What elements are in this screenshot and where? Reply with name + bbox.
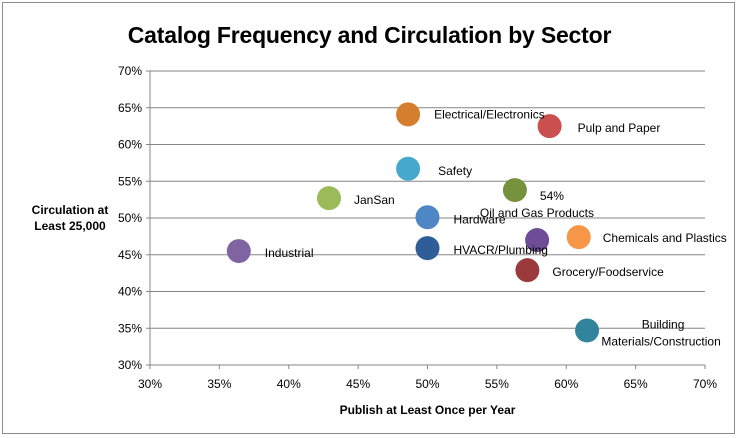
y-tick-label: 55%	[118, 174, 142, 188]
point-label: Hardware	[454, 212, 506, 226]
point-label: Chemicals and Plastics	[603, 231, 727, 245]
y-tick-label: 65%	[118, 101, 142, 115]
data-point	[537, 114, 562, 139]
y-tick-label: 70%	[118, 64, 142, 78]
data-point	[502, 178, 527, 203]
y-axis-label: Circulation at Least 25,000	[20, 202, 120, 234]
point-label: Industrial	[265, 246, 314, 260]
data-point	[396, 156, 421, 181]
point-label: HVACR/Plumbing	[454, 243, 548, 257]
point-label: JanSan	[354, 193, 395, 207]
y-axis-label-line-1: Circulation at	[31, 203, 109, 217]
x-tick-label: 65%	[624, 377, 648, 391]
data-point	[515, 258, 540, 283]
data-point	[566, 225, 591, 250]
data-point	[575, 318, 600, 343]
x-tick-label: 35%	[207, 377, 231, 391]
data-point	[316, 186, 341, 211]
point-label: Building	[642, 317, 685, 331]
x-tick-label: 30%	[138, 377, 162, 391]
x-axis-label: Publish at Least Once per Year	[339, 403, 516, 417]
y-tick-label: 50%	[118, 211, 142, 225]
data-point	[415, 236, 440, 261]
y-tick-label: 35%	[118, 321, 142, 335]
chart-title: Catalog Frequency and Circulation by Sec…	[127, 22, 612, 48]
point-label: Electrical/Electronics	[434, 107, 545, 121]
y-tick-label: 40%	[118, 285, 142, 299]
y-tick-label: 60%	[118, 138, 142, 152]
y-axis-label-line-2: Least 25,000	[34, 219, 106, 233]
data-point	[415, 205, 440, 230]
x-tick-label: 60%	[554, 377, 578, 391]
point-label: Safety	[438, 164, 472, 178]
x-tick-label: 45%	[346, 377, 370, 391]
point-label: Grocery/Foodservice	[552, 265, 664, 279]
x-tick-label: 70%	[693, 377, 717, 391]
data-point	[396, 102, 421, 127]
point-value-label: 54%	[540, 189, 564, 203]
point-label: Oil and Gas Products	[480, 206, 594, 220]
y-tick-label: 30%	[118, 358, 142, 372]
x-tick-label: 55%	[485, 377, 509, 391]
data-point	[525, 228, 550, 253]
data-point	[226, 239, 251, 264]
point-label: Materials/Construction	[601, 334, 720, 348]
point-label: Pulp and Paper	[578, 121, 661, 135]
x-tick-label: 40%	[277, 377, 301, 391]
x-tick-label: 50%	[415, 377, 439, 391]
y-tick-label: 45%	[118, 248, 142, 262]
